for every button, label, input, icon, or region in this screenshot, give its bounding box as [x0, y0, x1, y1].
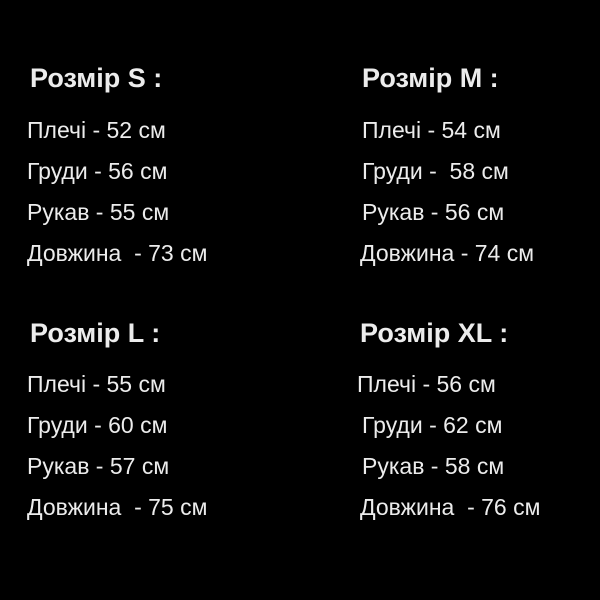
length-line: Довжина - 73 см — [27, 240, 208, 266]
sleeve-line: Рукав - 56 см — [362, 199, 505, 225]
length-line: Довжина - 74 см — [360, 240, 535, 266]
chest-line: Груди - 60 см — [27, 412, 168, 438]
sleeve-line: Рукав - 57 см — [27, 453, 170, 479]
shoulders-line: Плечі - 56 см — [357, 371, 496, 397]
length-line: Довжина - 76 см — [360, 494, 541, 520]
shoulders-line: Плечі - 52 см — [27, 117, 166, 143]
chest-line: Груди - 58 см — [362, 158, 509, 184]
sleeve-line: Рукав - 55 см — [27, 199, 170, 225]
sleeve-line: Рукав - 58 см — [362, 453, 505, 479]
size-title: Розмір L : — [30, 318, 161, 348]
length-line: Довжина - 75 см — [27, 494, 208, 520]
chest-line: Груди - 62 см — [362, 412, 503, 438]
size-title: Розмір M : — [362, 63, 499, 93]
shoulders-line: Плечі - 55 см — [27, 371, 166, 397]
shoulders-line: Плечі - 54 см — [362, 117, 501, 143]
size-title: Розмір XL : — [360, 318, 509, 348]
chest-line: Груди - 56 см — [27, 158, 168, 184]
size-title: Розмір S : — [30, 63, 163, 93]
